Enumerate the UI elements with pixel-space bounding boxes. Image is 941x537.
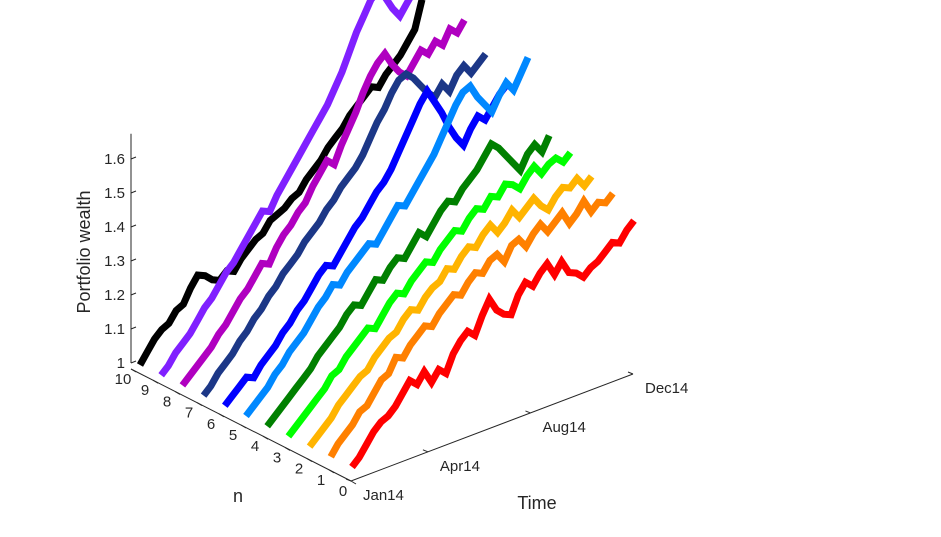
n-tick-mark	[218, 413, 225, 418]
z-tick-mark	[130, 190, 137, 194]
n-tick-mark	[262, 435, 269, 440]
z-tick-mark	[130, 326, 137, 330]
n-tick-mark	[196, 402, 203, 407]
z-tick-mark	[130, 156, 137, 160]
time-tick-mark	[525, 410, 531, 414]
z-tick-mark	[130, 360, 137, 364]
series-line-n1	[327, 191, 616, 459]
n-tick-mark	[284, 446, 291, 451]
n-tick-label: 0	[339, 483, 347, 500]
z-tick-label: 1.1	[104, 321, 125, 338]
n-tick-label: 6	[207, 416, 215, 433]
time-tick-label: Apr14	[440, 458, 480, 475]
n-tick-mark	[152, 379, 159, 384]
z-axis-label: Portfolio wealth	[74, 190, 94, 313]
n-tick-label: 9	[141, 382, 149, 399]
series-line-n8	[179, 18, 468, 388]
time-axis-label: Time	[517, 493, 556, 513]
series-line-n5	[243, 55, 532, 419]
n-tick-label: 1	[317, 472, 325, 489]
n-tick-label: 10	[115, 371, 132, 388]
z-ticks: 1 1.1 1.2 1.3 1.4 1.5 1.6	[104, 151, 137, 372]
series-line-n3	[285, 150, 574, 439]
series-line-n7	[200, 51, 489, 398]
time-tick-mark	[627, 371, 634, 375]
z-tick-label: 1.2	[104, 287, 125, 304]
n-tick-label: 4	[251, 438, 259, 455]
series-line-n9	[158, 0, 413, 378]
series-line-n4	[264, 134, 553, 429]
time-tick-label: Aug14	[542, 419, 585, 436]
n-tick-label: 8	[163, 393, 171, 410]
z-tick-mark	[130, 224, 137, 228]
time-tick-mark	[422, 449, 429, 453]
n-tick-mark	[240, 424, 247, 429]
n-axis-label: n	[233, 486, 243, 506]
time-tick-label: Jan14	[363, 487, 404, 504]
n-tick-label: 7	[185, 405, 193, 422]
n-tick-mark	[328, 469, 335, 474]
n-tick-mark	[350, 480, 357, 485]
x-ticks: Jan14 Apr14 Aug14 Dec14	[345, 371, 688, 504]
z-tick-label: 1	[117, 355, 125, 372]
z-tick-label: 1.5	[104, 185, 125, 202]
n-tick-mark	[130, 368, 137, 373]
x-axis-line	[350, 373, 634, 482]
series-line-n2	[306, 173, 595, 449]
time-tick-label: Dec14	[645, 380, 688, 397]
time-tick-mark	[345, 478, 352, 482]
series-line-n6	[222, 82, 510, 408]
series-lines	[136, 0, 637, 470]
z-tick-mark	[130, 258, 137, 262]
z-tick-label: 1.6	[104, 151, 125, 168]
z-tick-mark	[130, 292, 137, 296]
n-tick-label: 3	[273, 449, 281, 466]
series-line-n10	[136, 0, 426, 367]
z-tick-label: 1.3	[104, 253, 125, 270]
n-tick-mark	[174, 390, 181, 395]
z-tick-label: 1.4	[104, 219, 125, 236]
n-tick-label: 5	[229, 427, 237, 444]
series-line-n0	[349, 218, 637, 470]
n-tick-mark	[306, 458, 313, 463]
n-tick-label: 2	[295, 461, 303, 478]
